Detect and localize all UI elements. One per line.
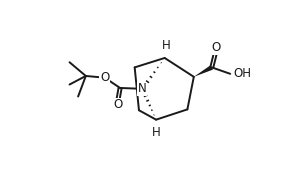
Text: N: N <box>138 82 147 95</box>
Text: OH: OH <box>234 67 252 80</box>
Text: O: O <box>113 98 122 111</box>
Polygon shape <box>194 65 213 77</box>
Text: O: O <box>212 41 221 54</box>
Text: H: H <box>162 39 171 52</box>
Text: H: H <box>152 126 160 139</box>
Text: O: O <box>100 71 109 84</box>
